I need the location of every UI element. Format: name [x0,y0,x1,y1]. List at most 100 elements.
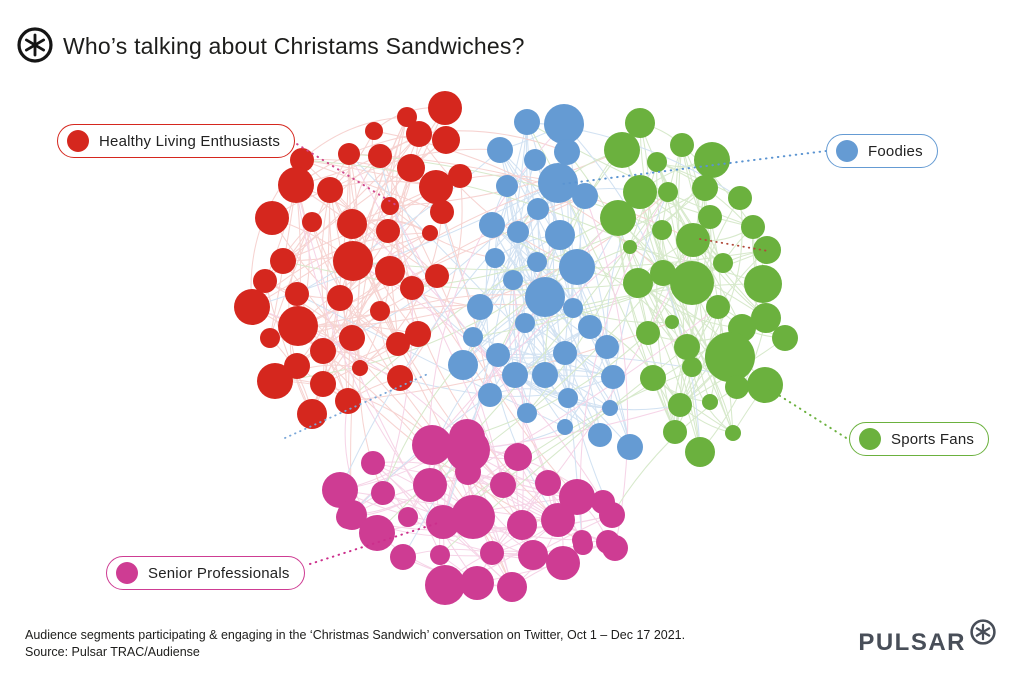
senior-professionals-node [546,546,580,580]
foodies-node [463,327,483,347]
graph-edge [691,197,743,368]
sports-fans-node [772,325,798,351]
sports-fans-node [692,175,718,201]
healthy-living-node [428,91,462,125]
graph-edge [566,151,649,334]
sports-fans-node [676,223,710,257]
healthy-living-leader-line [291,140,397,206]
foodies-node [479,212,505,238]
sports-fans-node [713,253,733,273]
node-layer [234,91,798,605]
healthy-living-node [422,225,438,241]
healthy-living-node [368,144,392,168]
healthy-living-node [253,269,277,293]
foodies-node [527,252,547,272]
sports-fans-node [652,220,672,240]
senior-professionals-node [559,479,595,515]
healthy-living-node [430,200,454,224]
foodies-node [557,419,573,435]
senior-professionals-node [455,459,481,485]
graph-edge [506,185,566,354]
sports-fans-node [741,215,765,239]
healthy-living-node [432,126,460,154]
sports-fans-node [623,268,653,298]
foodies-leader-line [561,150,827,185]
healthy-living-node [278,167,314,203]
graph-edge [339,182,559,491]
senior-professionals-node [359,515,395,551]
senior-professionals-node [599,502,625,528]
foodies-node [502,362,528,388]
senior-professionals-node [361,451,385,475]
extra-dotted-line-1 [699,238,769,252]
leader-layer [284,140,852,565]
healthy-living-node [352,360,368,376]
foodies-node [514,109,540,135]
foodies-node [545,220,575,250]
senior-professionals-node [602,535,628,561]
sports-fans-node [702,394,718,410]
page-title: Who’s talking about Christams Sandwiches… [63,33,525,59]
graph-edge [472,261,538,338]
healthy-living-node [310,371,336,397]
sports-fans-node [725,375,749,399]
senior-professionals-node [413,468,447,502]
graph-edge [282,260,639,291]
sports-fans-node [706,295,730,319]
senior-professionals-node [518,540,548,570]
healthy-living-node [397,107,417,127]
foodies-node [467,294,493,320]
senior-professionals-leader-line [309,521,442,565]
sports-fans-node [668,393,692,417]
healthy-living-node [338,143,360,165]
senior-professionals-node [504,443,532,471]
healthy-living-node [335,388,361,414]
graph-edge [399,175,463,379]
graph-edge [656,161,724,264]
graph-edge [611,386,738,516]
graph-edge [382,492,534,556]
foodies-node [524,149,546,171]
graph-edge [301,159,443,213]
senior-professionals-node [480,541,504,565]
foodies-node [507,221,529,243]
graph-edge [372,462,441,556]
senior-professionals-node [507,510,537,540]
sports-fans-leader-line [765,386,852,442]
healthy-living-node [234,289,270,325]
sports-fans-node [623,240,637,254]
graph-edge [637,282,701,453]
senior-professionals-node [336,505,360,529]
chart-caption: Audience segments participating & engagi… [25,627,685,661]
sports-fans-node [665,315,679,329]
senior-professionals-node [451,495,495,539]
graph-edge [497,149,623,356]
healthy-living-node [255,201,289,235]
pulsar-brand: PULSAR [858,617,998,657]
graph-edge [584,195,629,549]
healthy-living-node [406,121,432,147]
healthy-living-node [365,122,383,140]
healthy-living-node [339,325,365,351]
senior-professionals-node [449,419,485,455]
senior-professionals-node [573,535,593,555]
graph-edge [389,107,446,272]
sports-fans-node [658,182,678,202]
healthy-living-node [317,177,343,203]
senior-professionals-node [371,481,395,505]
healthy-living-node [419,170,453,204]
healthy-living-node [278,306,318,346]
graph-edge [301,116,408,161]
foodies-node [544,104,584,144]
sports-fans-node [674,334,700,360]
sports-fans-node [682,357,702,377]
foodies-node [532,362,558,388]
graph-edge [348,153,694,241]
senior-professionals-node [497,572,527,602]
healthy-living-node [387,365,413,391]
senior-professionals-node [541,503,575,537]
foodies-node [527,198,549,220]
foodies-node [563,298,583,318]
foodies-node [487,137,513,163]
cluster-label-text: Foodies [868,142,923,160]
